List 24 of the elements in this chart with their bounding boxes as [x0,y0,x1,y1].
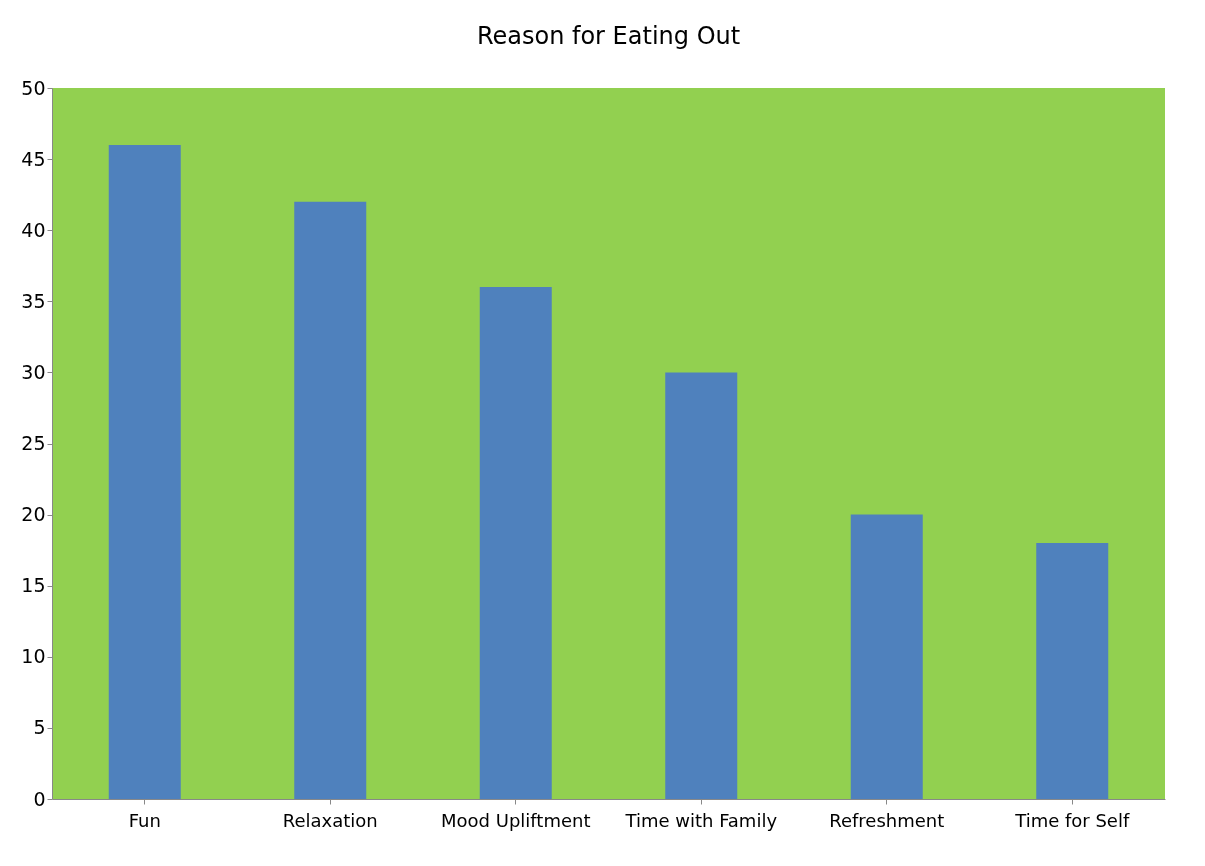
y-tick-label: 0 [33,787,46,810]
x-tick-label: Time for Self [1014,809,1130,831]
x-tick-label: Mood Upliftment [441,809,591,831]
bar [850,514,923,799]
y-tick-label: 40 [21,218,46,241]
y-tick-label: 35 [21,289,46,312]
chart-title: Reason for Eating Out [476,22,741,50]
y-tick-label: 45 [21,147,46,170]
y-tick-label: 30 [21,360,46,383]
x-tick-label: Time with Family [624,809,778,831]
bar [108,144,181,799]
x-tick-label: Fun [128,809,161,831]
y-tick-label: 25 [21,432,46,454]
bar [479,287,552,799]
y-tick-label: 15 [21,574,46,597]
bar [294,201,367,799]
y-tick-label: 50 [21,76,46,99]
bar [1036,543,1109,799]
y-tick-label: 10 [21,645,46,668]
bar [665,372,738,799]
x-tick-label: Refreshment [829,809,945,831]
y-tick-label: 20 [21,503,46,526]
y-tick-label: 5 [33,716,46,739]
x-tick-label: Relaxation [282,809,378,831]
